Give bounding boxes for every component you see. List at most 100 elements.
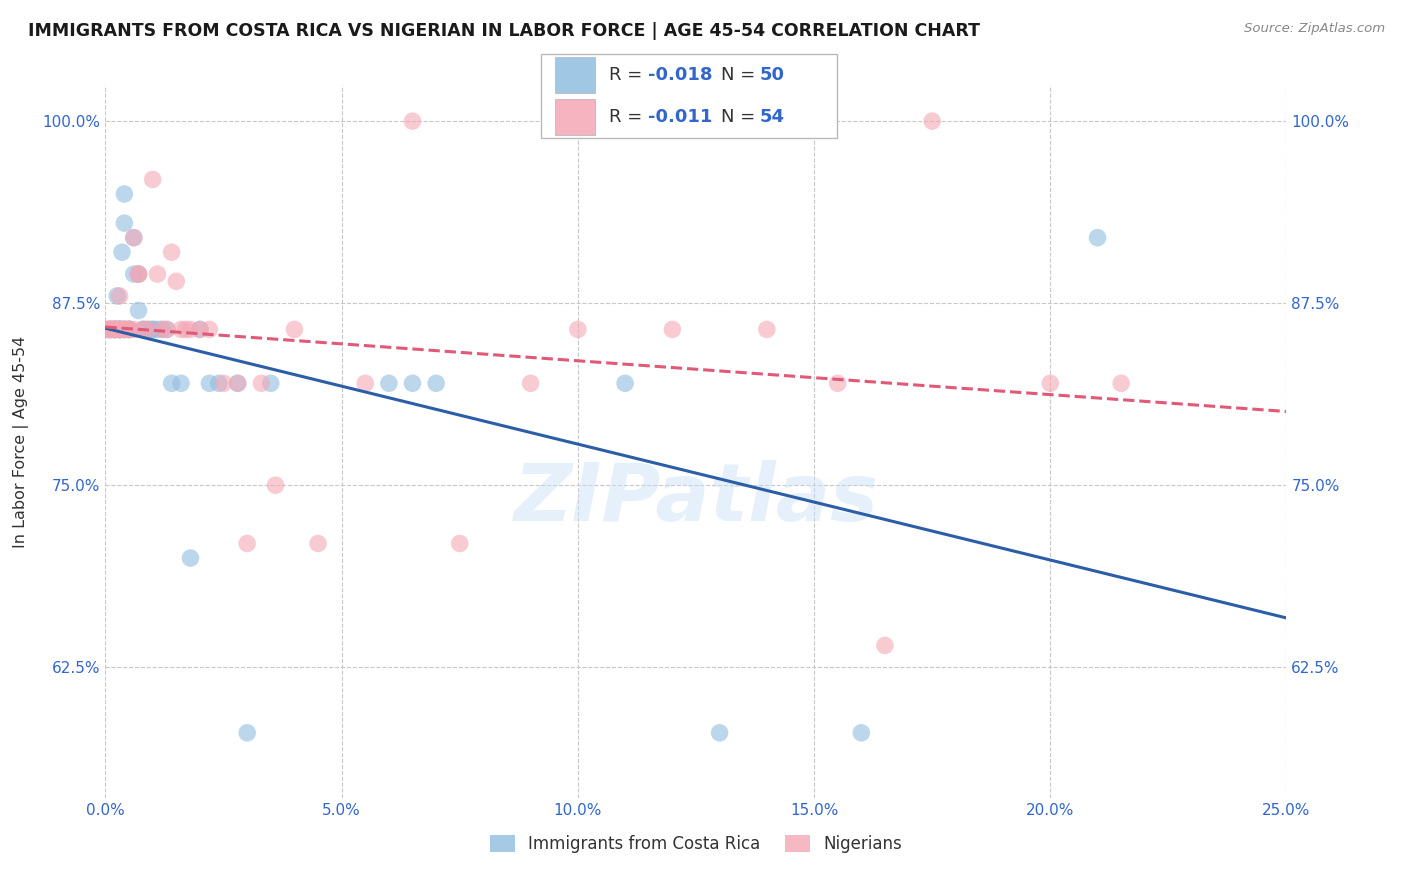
Point: [112, 322, 135, 336]
Point: [150, 322, 173, 336]
Point: [198, 376, 221, 391]
Point: [104, 322, 127, 336]
Point: [98, 322, 121, 336]
Point: [111, 245, 134, 260]
Point: [755, 322, 778, 336]
Point: [188, 322, 211, 336]
Point: [98, 322, 121, 336]
Point: [132, 322, 155, 336]
Point: [108, 322, 131, 336]
Point: [108, 322, 131, 336]
Point: [146, 322, 169, 336]
Point: [128, 267, 150, 281]
Point: [208, 376, 231, 391]
Point: [142, 172, 165, 186]
Point: [118, 322, 141, 336]
Point: [122, 267, 145, 281]
Point: [174, 322, 197, 336]
Point: [264, 478, 287, 492]
Point: [1039, 376, 1062, 391]
Legend: Immigrants from Costa Rica, Nigerians: Immigrants from Costa Rica, Nigerians: [481, 827, 911, 862]
Point: [1109, 376, 1132, 391]
Point: [236, 726, 259, 740]
Text: 54: 54: [759, 108, 785, 126]
Point: [104, 322, 127, 336]
Text: R =: R =: [609, 66, 648, 84]
Point: [921, 114, 943, 128]
Point: [188, 322, 211, 336]
Point: [401, 114, 423, 128]
Point: [236, 536, 259, 550]
Point: [112, 216, 135, 230]
Point: [170, 376, 193, 391]
Text: 50: 50: [759, 66, 785, 84]
Point: [108, 322, 131, 336]
Point: [104, 322, 127, 336]
Point: [425, 376, 447, 391]
Point: [128, 267, 150, 281]
Point: [98, 322, 121, 336]
Point: [226, 376, 249, 391]
Point: [827, 376, 849, 391]
Point: [170, 322, 193, 336]
Point: [98, 322, 121, 336]
Y-axis label: In Labor Force | Age 45-54: In Labor Force | Age 45-54: [13, 335, 28, 548]
Point: [132, 322, 155, 336]
Point: [97, 322, 120, 336]
Text: R =: R =: [609, 108, 648, 126]
Point: [122, 230, 145, 244]
Point: [179, 551, 201, 566]
Point: [122, 322, 145, 336]
Text: ZIPatlas: ZIPatlas: [513, 459, 879, 538]
Text: N =: N =: [721, 108, 761, 126]
Point: [709, 726, 731, 740]
Text: -0.018: -0.018: [648, 66, 713, 84]
Point: [401, 376, 423, 391]
Point: [104, 322, 127, 336]
Point: [661, 322, 683, 336]
Point: [108, 322, 131, 336]
Point: [104, 322, 127, 336]
Point: [118, 322, 141, 336]
Point: [132, 322, 155, 336]
Point: [101, 322, 124, 336]
Point: [226, 376, 249, 391]
Point: [142, 322, 165, 336]
Point: [128, 303, 150, 318]
Point: [122, 230, 145, 244]
Point: [156, 322, 179, 336]
Text: N =: N =: [721, 66, 761, 84]
Point: [142, 322, 165, 336]
Point: [118, 322, 141, 336]
Point: [146, 267, 169, 281]
Point: [567, 322, 589, 336]
Point: [873, 639, 896, 653]
Point: [260, 376, 283, 391]
Point: [198, 322, 221, 336]
Point: [112, 322, 135, 336]
Point: [165, 274, 187, 288]
Point: [105, 289, 128, 303]
Point: [283, 322, 305, 336]
Point: [156, 322, 179, 336]
Point: [851, 726, 873, 740]
Point: [378, 376, 401, 391]
Text: IMMIGRANTS FROM COSTA RICA VS NIGERIAN IN LABOR FORCE | AGE 45-54 CORRELATION CH: IMMIGRANTS FROM COSTA RICA VS NIGERIAN I…: [28, 22, 980, 40]
Point: [104, 322, 127, 336]
Point: [108, 289, 131, 303]
Point: [354, 376, 377, 391]
Point: [112, 322, 135, 336]
Point: [307, 536, 329, 550]
Point: [118, 322, 141, 336]
Point: [1087, 230, 1109, 244]
Point: [104, 322, 127, 336]
Point: [136, 322, 159, 336]
Point: [250, 376, 273, 391]
Point: [179, 322, 201, 336]
Point: [108, 322, 131, 336]
Text: -0.011: -0.011: [648, 108, 713, 126]
Point: [449, 536, 471, 550]
Point: [118, 322, 141, 336]
Point: [104, 322, 127, 336]
Point: [108, 322, 131, 336]
